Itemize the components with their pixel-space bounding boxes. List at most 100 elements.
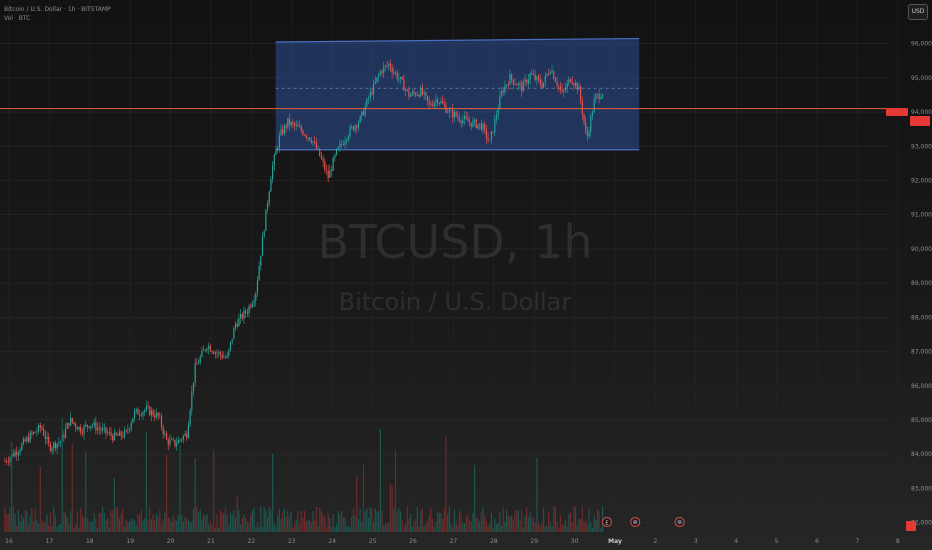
volume-bar bbox=[388, 522, 390, 532]
candle-body bbox=[575, 82, 577, 86]
volume-bar bbox=[556, 521, 558, 532]
volume-bar bbox=[56, 526, 58, 532]
y-tick-label: 85,000 bbox=[911, 417, 932, 424]
volume-bar bbox=[504, 521, 506, 532]
volume-bar bbox=[292, 527, 294, 532]
volume-bar bbox=[371, 508, 373, 532]
volume-bar bbox=[256, 522, 259, 532]
candle-body bbox=[399, 76, 402, 79]
volume-bar bbox=[344, 517, 346, 532]
candle-body bbox=[527, 79, 530, 84]
candle-body bbox=[228, 349, 230, 356]
volume-bar bbox=[191, 521, 193, 532]
volume-bar bbox=[280, 518, 282, 532]
candle-body bbox=[263, 230, 265, 237]
candle-body bbox=[224, 356, 227, 358]
volume-bar bbox=[152, 514, 154, 532]
candle-body bbox=[275, 150, 277, 155]
volume-bar bbox=[32, 521, 35, 532]
candle-body bbox=[394, 72, 397, 73]
x-tick-label: 8 bbox=[896, 538, 900, 545]
candle-body bbox=[53, 442, 55, 449]
candle-body bbox=[196, 363, 198, 365]
candle-body bbox=[411, 91, 413, 95]
candle-body bbox=[585, 122, 587, 131]
volume-bar bbox=[457, 525, 459, 532]
candle-body bbox=[568, 79, 570, 84]
volume-bar bbox=[566, 526, 568, 532]
currency-button[interactable]: USD bbox=[908, 4, 928, 20]
candle-body bbox=[277, 147, 279, 151]
candle-body bbox=[477, 124, 479, 129]
volume-bar bbox=[369, 507, 371, 532]
candle-body bbox=[361, 111, 363, 116]
volume-bar bbox=[341, 511, 343, 532]
volume-bar bbox=[83, 517, 85, 532]
candle-body bbox=[21, 443, 23, 451]
candle-body bbox=[181, 439, 183, 441]
volume-bar bbox=[150, 519, 152, 532]
volume-bar bbox=[26, 511, 28, 532]
candle-body bbox=[135, 408, 137, 411]
volume-bar bbox=[46, 514, 48, 532]
volume-bar bbox=[569, 512, 572, 532]
candle-body bbox=[364, 106, 366, 116]
candle-body bbox=[85, 424, 87, 427]
volume-bar bbox=[248, 522, 250, 532]
x-tick-label: 18 bbox=[86, 538, 94, 545]
volume-bar bbox=[421, 508, 424, 532]
x-tick-label: 4 bbox=[734, 538, 738, 545]
candle-body bbox=[529, 73, 531, 80]
volume-bar bbox=[90, 521, 92, 532]
x-tick-label: 2 bbox=[653, 538, 657, 545]
volume-bar bbox=[85, 451, 87, 532]
candle-body bbox=[142, 412, 144, 416]
candle-body bbox=[591, 112, 594, 117]
volume-bar bbox=[477, 518, 479, 532]
candle-body bbox=[174, 439, 176, 446]
volume-bar bbox=[203, 514, 205, 532]
candle-body bbox=[347, 136, 349, 140]
volume-bar bbox=[394, 450, 397, 532]
candle-body bbox=[460, 121, 462, 124]
candle-body bbox=[107, 432, 109, 434]
candle-body bbox=[139, 414, 141, 416]
candle-body bbox=[204, 349, 206, 351]
candle-body bbox=[287, 118, 289, 128]
candle-body bbox=[452, 109, 454, 118]
candle-body bbox=[268, 191, 270, 204]
candle-body bbox=[467, 118, 469, 122]
volume-bar bbox=[44, 521, 46, 532]
candle-body bbox=[59, 441, 62, 443]
volume-bar bbox=[448, 506, 450, 532]
symbol-legend[interactable]: Bitcoin / U.S. Dollar · 1h · BITSTAMP bbox=[4, 6, 111, 13]
volume-bar bbox=[304, 510, 306, 532]
candle-body bbox=[341, 143, 343, 145]
candle-body bbox=[339, 143, 341, 148]
candle-body bbox=[322, 158, 324, 162]
candle-body bbox=[403, 79, 405, 91]
candle-body bbox=[571, 81, 573, 85]
x-tick-label: 7 bbox=[855, 538, 859, 545]
volume-bar bbox=[135, 525, 137, 532]
candle-body bbox=[312, 141, 314, 143]
volume-bar bbox=[61, 418, 63, 532]
volume-bar bbox=[295, 519, 297, 532]
volume-legend[interactable]: Vol · BTC bbox=[4, 15, 31, 22]
candle-body bbox=[455, 112, 457, 117]
volume-bar bbox=[367, 517, 370, 532]
volume-bar bbox=[251, 510, 253, 532]
volume-bar bbox=[460, 513, 462, 532]
volume-bar bbox=[199, 508, 201, 532]
candle-body bbox=[137, 408, 139, 415]
candle-body bbox=[485, 128, 487, 138]
candle-body bbox=[261, 236, 264, 256]
candle-body bbox=[539, 79, 541, 85]
event-marker bbox=[601, 516, 613, 528]
candle-body bbox=[367, 98, 370, 100]
volume-bar bbox=[373, 521, 375, 532]
y-tick-label: 86,000 bbox=[911, 383, 932, 390]
volume-bar bbox=[231, 514, 233, 532]
